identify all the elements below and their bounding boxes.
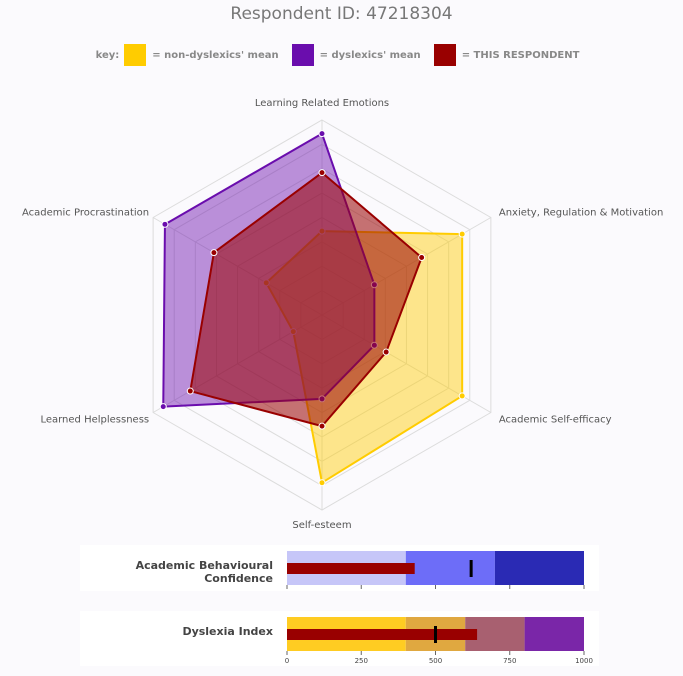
bullet-tick-label: 750	[503, 657, 516, 665]
radar-axis-label: Academic Self-efficacy	[499, 415, 612, 426]
bullet-tick-label: 500	[429, 657, 442, 665]
bullet-tick-label: 0	[285, 657, 289, 665]
radar-point	[210, 249, 218, 257]
bullet-value-bar	[287, 563, 415, 574]
legend-swatch	[124, 44, 147, 66]
radar-point	[161, 220, 169, 228]
radar-axis-label: Self-esteem	[292, 520, 351, 531]
bullet-svg: 0255075100 %	[286, 551, 585, 589]
radar-point	[318, 422, 326, 430]
legend-key-label: key:	[95, 49, 120, 61]
radar-axis-label: Learning Related Emotions	[255, 98, 389, 109]
radar-point	[458, 392, 466, 400]
legend-item-non-dyslexics: = non-dyslexics' mean	[119, 44, 279, 66]
bullet-band	[405, 551, 495, 585]
bullet-marker	[469, 560, 473, 577]
radar-point	[418, 253, 426, 261]
bullet-value-bar	[287, 629, 478, 640]
bullet-tick-label: 250	[355, 657, 368, 665]
bullet-title: Academic Behavioural Confidence	[135, 559, 273, 585]
radar-point	[186, 387, 194, 395]
bullet-tick-label: 1000	[575, 657, 593, 665]
radar-axis-label: Anxiety, Regulation & Motivation	[499, 208, 663, 219]
legend-item-dyslexics: = dyslexics' mean	[287, 44, 421, 66]
legend-label: = non-dyslexics' mean	[152, 49, 279, 61]
chart-title: Respondent ID: 47218304	[230, 4, 453, 24]
radar-point	[382, 348, 390, 356]
legend-swatch	[433, 44, 456, 66]
bullet-svg: 0 250 500 750 1000	[285, 617, 593, 665]
bullet-band	[494, 551, 584, 585]
bullet-marker	[434, 626, 437, 643]
radar-point	[318, 130, 326, 138]
legend-swatch	[291, 44, 314, 66]
bullet-title: Dyslexia Index	[182, 625, 273, 638]
bullet-chart-abc: Academic Behavioural Confidence 02550751…	[80, 545, 599, 591]
legend-item-this-respondent: = THIS RESPONDENT	[429, 44, 580, 66]
radar-point	[159, 403, 167, 411]
legend: key: = non-dyslexics' mean = dyslexics' …	[0, 44, 683, 66]
radar-axis-label: Academic Procrastination	[22, 208, 149, 219]
radar-point	[318, 479, 326, 487]
radar-chart: Learning Related Emotions Anxiety, Regula…	[22, 98, 663, 531]
radar-point	[458, 230, 466, 238]
radar-series	[186, 169, 426, 430]
legend-label: = dyslexics' mean	[319, 49, 421, 61]
radar-point	[318, 169, 326, 177]
bullet-chart-dyslexia-index: Dyslexia Index 0 250 500 750 1000	[80, 611, 599, 666]
legend-label: = THIS RESPONDENT	[461, 49, 580, 61]
bullet-band	[524, 617, 584, 651]
radar-axis-label: Learned Helplessness	[40, 415, 149, 426]
